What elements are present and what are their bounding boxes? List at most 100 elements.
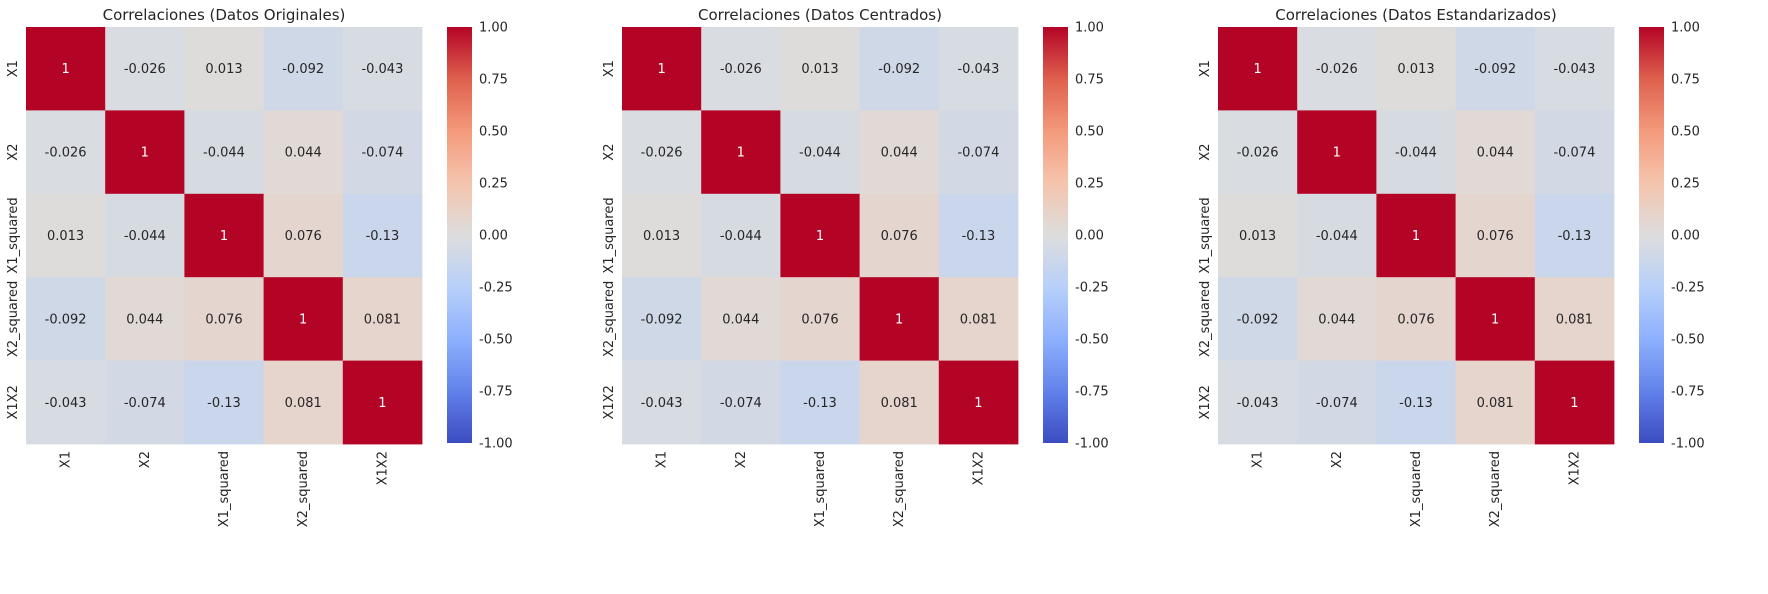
cell-value-label: -0.026 xyxy=(1316,62,1358,77)
heatmap-cell xyxy=(184,27,264,111)
heatmap-cell xyxy=(26,110,106,195)
cell-value-label: -0.044 xyxy=(124,229,166,244)
x-tick-label: X1 xyxy=(1251,451,1266,468)
heatmap-cell xyxy=(105,110,185,195)
colorbar-tick-label: 0.75 xyxy=(1671,73,1700,88)
x-tick-label: X2_squared xyxy=(892,451,907,527)
cell-value-label: 1 xyxy=(895,312,903,327)
x-tick-label: X2_squared xyxy=(296,451,311,527)
heatmap-cell xyxy=(263,277,344,361)
colorbar-tick-label: 0.25 xyxy=(1075,177,1104,192)
heatmap-cell xyxy=(342,277,423,361)
cell-value-label: -0.043 xyxy=(641,396,683,411)
cell-value-label: 1 xyxy=(141,146,149,161)
heatmap-cell xyxy=(1218,277,1298,361)
cell-value-label: -0.026 xyxy=(641,146,683,161)
colorbar-tick-label: -0.25 xyxy=(479,281,513,296)
y-tick-label: X2_squared xyxy=(6,281,21,357)
y-tick-label: X1X2 xyxy=(6,385,21,419)
heatmap-cell xyxy=(622,360,702,445)
colorbar xyxy=(1043,27,1068,443)
cell-value-label: -0.043 xyxy=(1237,396,1279,411)
cell-value-label: 0.076 xyxy=(881,229,918,244)
heatmap-cell xyxy=(1534,27,1615,111)
colorbar-tick-label: 0.75 xyxy=(1075,73,1104,88)
cell-value-label: -0.074 xyxy=(957,146,999,161)
cell-value-label: -0.074 xyxy=(720,396,762,411)
cell-value-label: -0.044 xyxy=(799,146,841,161)
cell-value-label: -0.074 xyxy=(124,396,166,411)
cell-value-label: -0.13 xyxy=(1399,396,1433,411)
y-tick-label: X1_squared xyxy=(602,197,617,273)
heatmap-cell xyxy=(184,193,264,278)
cell-value-label: -0.13 xyxy=(366,229,400,244)
x-tick-label: X1 xyxy=(59,451,74,468)
heatmap-cell xyxy=(184,277,264,361)
cell-value-label: 0.013 xyxy=(1397,62,1434,77)
colorbar-tick-label: 0.75 xyxy=(479,73,508,88)
colorbar xyxy=(447,27,472,443)
colorbar-tick-label: -1.00 xyxy=(479,437,513,452)
heatmap-cell xyxy=(938,193,1019,278)
colorbar-tick-label: -0.75 xyxy=(1671,385,1705,400)
colorbar-tick-label: 0.50 xyxy=(1671,125,1700,140)
cell-value-label: 1 xyxy=(61,62,69,77)
heatmap-cell xyxy=(1218,110,1298,195)
heatmap-cell xyxy=(1455,277,1536,361)
heatmap-cell xyxy=(701,360,781,445)
heatmap-cell xyxy=(26,27,106,111)
heatmap-cell xyxy=(1297,193,1377,278)
heatmap-cell xyxy=(938,277,1019,361)
heatmap-cell xyxy=(26,193,106,278)
chart-title: Correlaciones (Datos Centrados) xyxy=(698,6,942,24)
cell-value-label: -0.026 xyxy=(124,62,166,77)
heatmap-cell xyxy=(938,110,1019,195)
cell-value-label: 0.044 xyxy=(881,146,918,161)
cell-value-label: 0.076 xyxy=(801,312,838,327)
heatmap-cell xyxy=(1376,27,1456,111)
y-tick-label: X2 xyxy=(1198,144,1213,161)
colorbar-tick-label: 0.25 xyxy=(479,177,508,192)
cell-value-label: -0.074 xyxy=(1553,146,1595,161)
colorbar-tick-label: 0.00 xyxy=(479,229,508,244)
chart-title: Correlaciones (Datos Estandarizados) xyxy=(1275,6,1556,24)
y-tick-label: X1_squared xyxy=(1198,197,1213,273)
colorbar-tick-label: -0.25 xyxy=(1671,281,1705,296)
cell-value-label: 0.013 xyxy=(801,62,838,77)
cell-value-label: 1 xyxy=(657,62,665,77)
chart-title: Correlaciones (Datos Originales) xyxy=(103,6,346,24)
heatmap-cell xyxy=(780,110,860,195)
colorbar-tick-label: 0.00 xyxy=(1075,229,1104,244)
x-tick-label: X1_squared xyxy=(813,451,828,527)
y-tick-label: X1_squared xyxy=(6,197,21,273)
heatmap-cell xyxy=(780,277,860,361)
cell-value-label: 0.013 xyxy=(643,229,680,244)
colorbar-tick-label: -0.75 xyxy=(1075,385,1109,400)
colorbar-tick-label: -0.50 xyxy=(1075,333,1109,348)
heatmap-cell xyxy=(1455,193,1536,278)
heatmap-cell xyxy=(26,277,106,361)
cell-value-label: 0.044 xyxy=(722,312,759,327)
cell-value-label: -0.13 xyxy=(962,229,996,244)
cell-value-label: -0.092 xyxy=(878,62,920,77)
heatmap-cell xyxy=(1297,360,1377,445)
cell-value-label: -0.074 xyxy=(361,146,403,161)
heatmap-cell xyxy=(1534,193,1615,278)
cell-value-label: 0.081 xyxy=(1556,312,1593,327)
y-tick-label: X1X2 xyxy=(602,385,617,419)
cell-value-label: -0.043 xyxy=(361,62,403,77)
cell-value-label: 0.013 xyxy=(1239,229,1276,244)
cell-value-label: 1 xyxy=(220,229,228,244)
colorbar-tick-label: 1.00 xyxy=(1671,21,1700,36)
cell-value-label: 0.076 xyxy=(285,229,322,244)
heatmap-panel-3: Correlaciones (Datos Estandarizados) 1 -0.… xyxy=(1198,6,1705,527)
heatmap-cell xyxy=(859,360,940,445)
x-tick-label: X1_squared xyxy=(1409,451,1424,527)
y-tick-label: X1 xyxy=(6,60,21,77)
colorbar-tick-label: -0.75 xyxy=(479,385,513,400)
colorbar-tick-label: -0.50 xyxy=(479,333,513,348)
heatmap-cell xyxy=(780,193,860,278)
heatmap-cell xyxy=(859,110,940,195)
